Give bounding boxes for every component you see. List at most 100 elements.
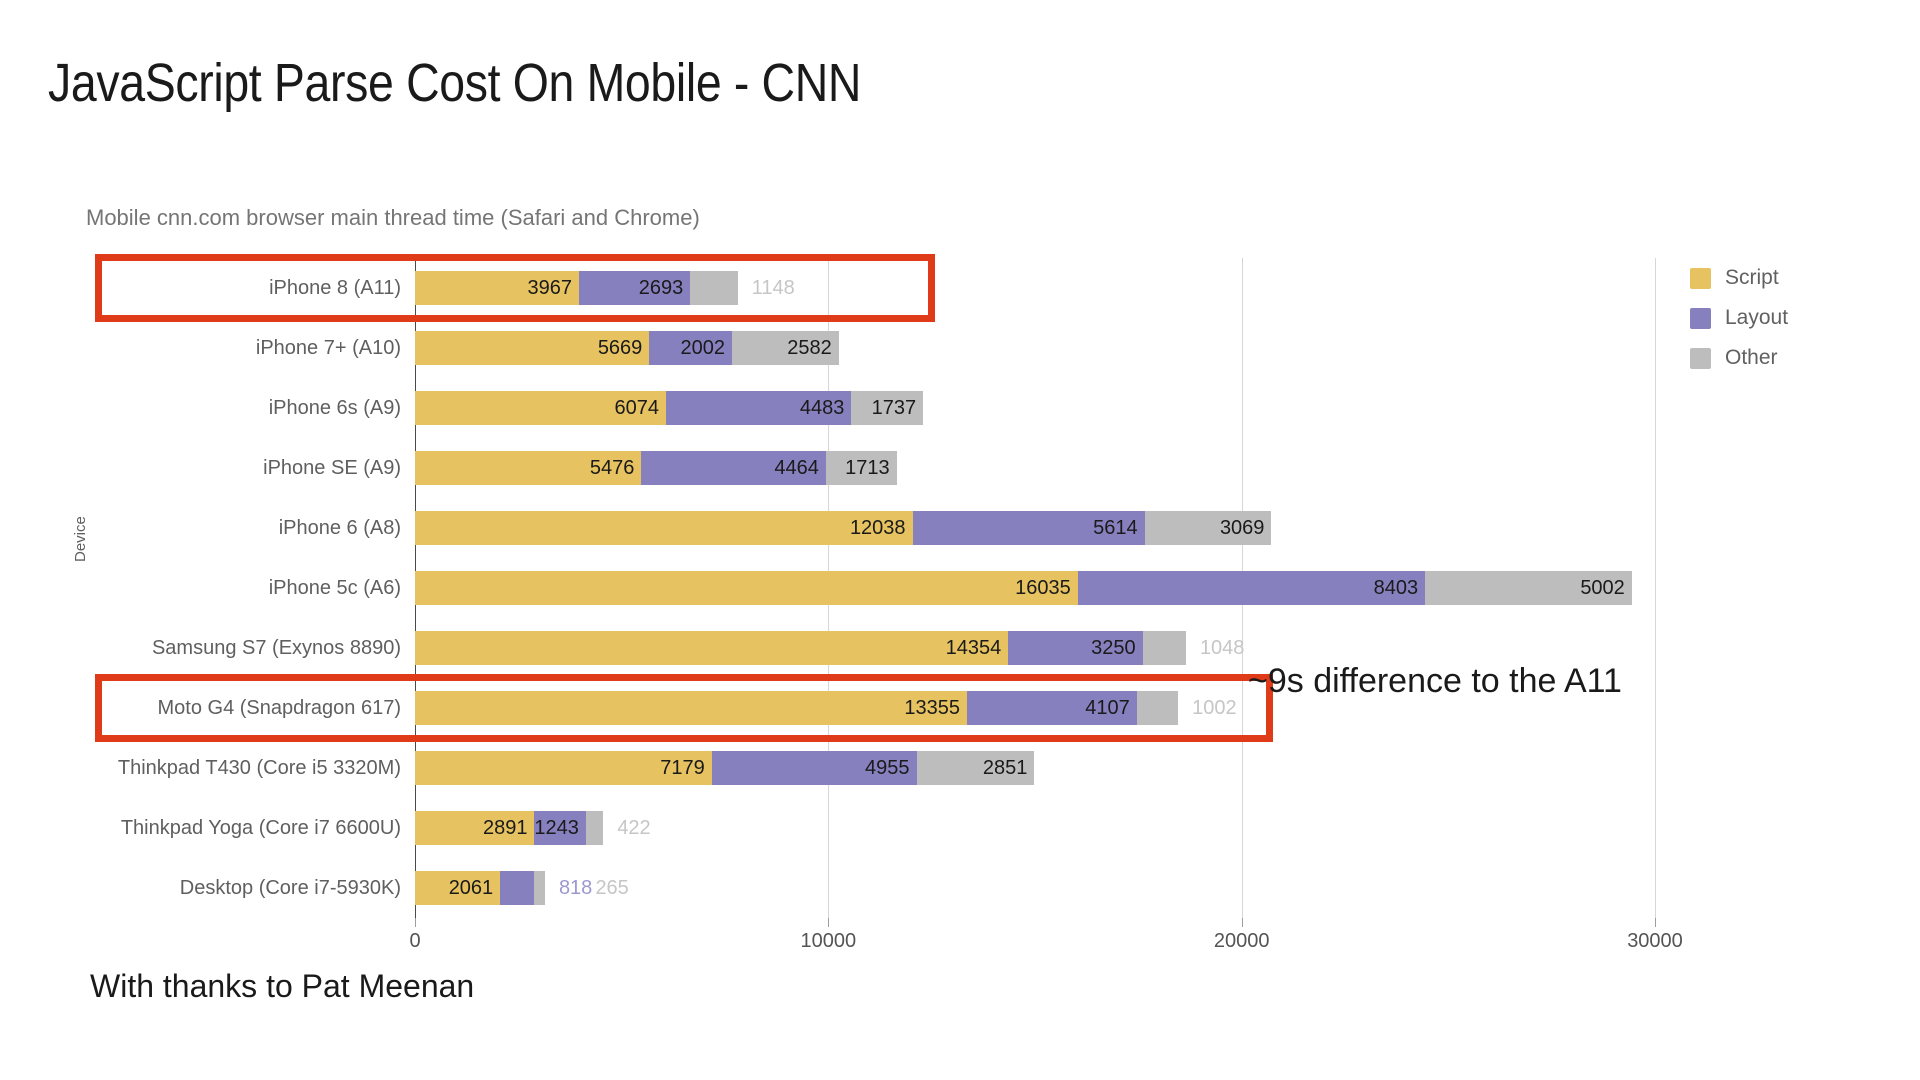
- bar-value-other: 265: [595, 877, 629, 899]
- chart-row[interactable]: Thinkpad Yoga (Core i7 6600U) 2891 1243 422: [121, 798, 1655, 858]
- bar-segment-script[interactable]: 7179: [415, 751, 712, 785]
- bar-segment-layout[interactable]: 2693: [578, 271, 691, 305]
- bar-segment-layout[interactable]: 2002: [649, 331, 733, 365]
- bar-segment-other[interactable]: 2582: [732, 331, 839, 365]
- bar-segment-script[interactable]: 12038: [415, 511, 913, 545]
- chart-row[interactable]: Desktop (Core i7-5930K) 2061 818 265: [180, 858, 1655, 918]
- bar-segment-other[interactable]: [585, 811, 604, 845]
- chart-row[interactable]: iPhone 6 (A8) 12038 5614 3069: [279, 498, 1655, 558]
- stacked-bar[interactable]: 2061: [415, 871, 545, 905]
- bar-segment-script[interactable]: 13355: [415, 691, 967, 725]
- x-axis-tick-label: 20000: [1213, 930, 1270, 952]
- stacked-bar[interactable]: 16035 8403 5002: [415, 571, 1632, 605]
- bar-segment-other[interactable]: 1713: [825, 451, 897, 485]
- bar-segment-script[interactable]: 3967: [415, 271, 579, 305]
- category-label: iPhone 7+ (A10): [255, 337, 401, 359]
- x-axis-tick: [1241, 918, 1243, 927]
- chart-row[interactable]: iPhone 6s (A9) 6074 4483 1737: [269, 378, 1655, 438]
- footer-credit: With thanks to Pat Meenan: [90, 968, 475, 1004]
- legend-item[interactable]: Other: [1690, 338, 1890, 378]
- bar-segment-other[interactable]: [1142, 631, 1186, 665]
- chart-legend: Script Layout Other: [1690, 258, 1890, 378]
- category-label: iPhone 8 (A11): [269, 277, 401, 299]
- stacked-bar[interactable]: 3967 2693: [415, 271, 738, 305]
- category-label: Desktop (Core i7-5930K): [179, 877, 401, 899]
- bar-segment-other[interactable]: 2851: [916, 751, 1035, 785]
- bar-value-script: 16035: [1015, 577, 1071, 599]
- bar-value-script: 2061: [448, 877, 494, 899]
- legend-swatch-icon: [1690, 267, 1711, 289]
- x-axis-tick: [415, 918, 416, 927]
- bar-segment-other[interactable]: [533, 871, 545, 905]
- bar-value-layout: 4955: [865, 757, 910, 779]
- chart-row[interactable]: Samsung S7 (Exynos 8890) 14354 3250 1048: [152, 618, 1655, 678]
- chart-subtitle: Mobile cnn.com browser main thread time …: [86, 205, 700, 230]
- category-label: Samsung S7 (Exynos 8890): [151, 637, 401, 659]
- bar-segment-layout[interactable]: 3250: [1008, 631, 1143, 665]
- stacked-bar[interactable]: 2891 1243: [415, 811, 604, 845]
- bar-value-script: 5669: [597, 337, 643, 359]
- bar-segment-script[interactable]: 5669: [415, 331, 650, 365]
- bar-value-layout: 818: [558, 877, 593, 899]
- bar-segment-script[interactable]: 2891: [415, 811, 535, 845]
- bar-value-other: 1048: [1199, 637, 1245, 659]
- category-label: Moto G4 (Snapdragon 617): [157, 697, 402, 719]
- chart-row[interactable]: iPhone 8 (A11) 3967 2693 1148: [269, 258, 1655, 318]
- bar-segment-layout[interactable]: 4955: [711, 751, 917, 785]
- bar-value-other: 5002: [1580, 577, 1625, 599]
- category-label: iPhone 5c (A6): [268, 577, 401, 599]
- bar-segment-other[interactable]: [1136, 691, 1179, 725]
- stacked-bar[interactable]: 12038 5614 3069: [415, 511, 1272, 545]
- bar-value-layout: 4464: [774, 457, 819, 479]
- x-axis-tick-label: 10000: [800, 930, 857, 952]
- legend-item[interactable]: Layout: [1690, 298, 1890, 338]
- bar-value-layout: 2693: [638, 277, 684, 299]
- stacked-bar[interactable]: 5669 2002 2582: [415, 331, 839, 365]
- bar-value-script: 2891: [482, 817, 528, 839]
- stacked-bar[interactable]: 5476 4464 1713: [415, 451, 897, 485]
- bar-segment-script[interactable]: 14354: [415, 631, 1009, 665]
- bar-segment-layout[interactable]: 1243: [534, 811, 586, 845]
- legend-swatch-icon: [1690, 307, 1711, 329]
- x-axis-tick: [1655, 918, 1656, 927]
- chart-row[interactable]: iPhone 5c (A6) 16035 8403 5002: [269, 558, 1655, 618]
- bar-segment-layout[interactable]: [500, 871, 534, 905]
- category-label: iPhone 6s (A9): [268, 397, 401, 419]
- bar-segment-script[interactable]: 6074: [415, 391, 667, 425]
- bar-value-script: 6074: [614, 397, 660, 419]
- y-axis-title: Device: [72, 516, 89, 562]
- stacked-bar[interactable]: 6074 4483 1737: [415, 391, 924, 425]
- category-label: Thinkpad T430 (Core i5 3320M): [117, 757, 401, 779]
- bar-segment-layout[interactable]: 5614: [912, 511, 1145, 545]
- chart-row[interactable]: iPhone 7+ (A10) 5669 2002 2582: [256, 318, 1655, 378]
- legend-item[interactable]: Script: [1690, 258, 1890, 298]
- bar-value-script: 5476: [589, 457, 635, 479]
- x-axis-tick: [828, 918, 830, 927]
- chart-row[interactable]: Thinkpad T430 (Core i5 3320M) 7179 4955 285…: [118, 738, 1655, 798]
- bar-segment-layout[interactable]: 8403: [1077, 571, 1426, 605]
- bar-value-layout: 4107: [1085, 697, 1130, 719]
- bar-segment-script[interactable]: 2061: [415, 871, 501, 905]
- category-label: iPhone 6 (A8): [278, 517, 401, 539]
- stacked-bar[interactable]: 7179 4955 2851: [415, 751, 1035, 785]
- bar-segment-other[interactable]: 3069: [1144, 511, 1272, 545]
- bar-value-other: 1737: [871, 397, 917, 419]
- chart-row[interactable]: iPhone SE (A9) 5476 4464 1713: [263, 438, 1655, 498]
- category-label: iPhone SE (A9): [263, 457, 401, 479]
- chart-row[interactable]: Moto G4 (Snapdragon 617) 13355 4107 1002: [158, 678, 1655, 738]
- bar-value-layout: 2002: [680, 337, 726, 359]
- bar-segment-script[interactable]: 16035: [415, 571, 1078, 605]
- stacked-bar[interactable]: 14354 3250: [415, 631, 1186, 665]
- bar-segment-other[interactable]: [690, 271, 738, 305]
- bar-segment-layout[interactable]: 4483: [666, 391, 852, 425]
- bar-segment-other[interactable]: 1737: [851, 391, 924, 425]
- stacked-bar[interactable]: 13355 4107: [415, 691, 1179, 725]
- bar-segment-script[interactable]: 5476: [415, 451, 642, 485]
- bar-segment-other[interactable]: 5002: [1425, 571, 1632, 605]
- bar-value-other: 1002: [1192, 697, 1237, 719]
- bar-segment-layout[interactable]: 4107: [967, 691, 1137, 725]
- page-title: JavaScript Parse Cost On Mobile - CNN: [48, 53, 862, 113]
- bar-value-other: 2582: [787, 337, 832, 359]
- bar-segment-layout[interactable]: 4464: [641, 451, 826, 485]
- bar-value-layout: 8403: [1373, 577, 1419, 599]
